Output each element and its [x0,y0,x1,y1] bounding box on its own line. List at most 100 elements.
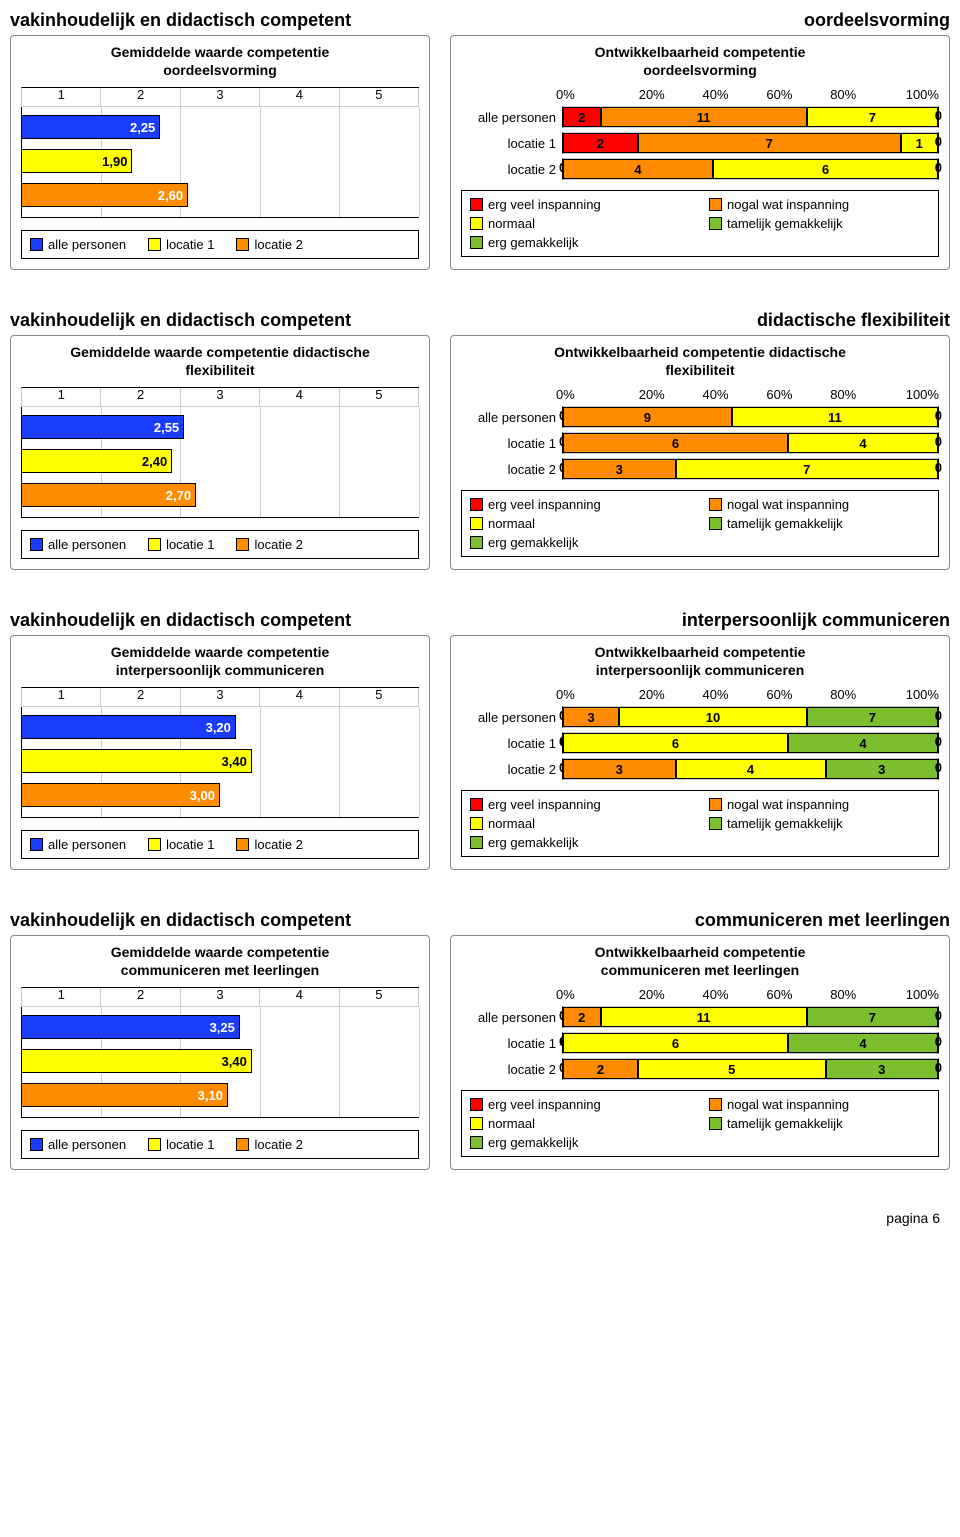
chart-section: vakinhoudelijk en didactisch competentdi… [10,310,950,570]
bar-segment: 4 [563,159,713,179]
segment-value: 7 [766,136,773,151]
legend-swatch-icon [148,1138,161,1151]
x-axis: 12345 [21,87,419,106]
axis-tick: 100% [875,387,939,402]
developability-chart: Ontwikkelbaarheid competentie interperso… [450,635,950,870]
axis-tick: 2 [137,387,144,402]
legend-label: tamelijk gemakkelijk [727,1116,843,1131]
legend-item: locatie 2 [236,837,302,852]
segment-value: 2 [578,1010,585,1025]
legend-label: locatie 2 [254,237,302,252]
axis-tick: 60% [747,987,811,1002]
legend-label: tamelijk gemakkelijk [727,516,843,531]
segment-value: 4 [634,162,641,177]
legend-swatch-icon [709,517,722,530]
legend-label: normaal [488,516,535,531]
stacked-bar-track: 03430 [562,758,939,780]
legend-item: alle personen [30,1137,126,1152]
legend-item: nogal wat inspanning [709,497,930,512]
segment-value: 6 [822,162,829,177]
chart-section: vakinhoudelijk en didactisch competentco… [10,910,950,1170]
mean-value-chart: Gemiddelde waarde competentie oordeelsvo… [10,35,430,270]
bar-segment: 3 [563,759,676,779]
legend-label: tamelijk gemakkelijk [727,816,843,831]
legend-item: locatie 2 [236,237,302,252]
axis-tick: 20% [620,987,684,1002]
segment-value: 1 [916,136,923,151]
stacked-bar-row: locatie 100640 [461,1030,939,1056]
axis-tick: 3 [216,687,223,702]
chart-legend: erg veel inspanningnogal wat inspanningn… [461,790,939,857]
axis-tick: 40% [684,87,748,102]
legend-label: erg veel inspanning [488,797,601,812]
axis-tick: 0% [556,87,620,102]
legend-swatch-icon [148,538,161,551]
stacked-bar-row: locatie 203430 [461,756,939,782]
bar-segment: 7 [807,107,938,127]
bar-area: 2,251,902,60 [21,106,419,218]
legend-label: alle personen [48,537,126,552]
row-label: locatie 1 [461,136,562,151]
stacked-bar-row: alle personen021170 [461,1004,939,1030]
legend-item: locatie 2 [236,1137,302,1152]
legend-swatch-icon [236,538,249,551]
legend-label: locatie 2 [254,1137,302,1152]
bar-value-label: 3,40 [222,754,247,769]
chart-title: Gemiddelde waarde competentie oordeelsvo… [21,44,419,79]
developability-chart: Ontwikkelbaarheid competentie didactisch… [450,335,950,570]
value-bar: 2,60 [21,183,188,207]
bar-segment: 11 [601,1007,807,1027]
chart-section: vakinhoudelijk en didactisch competentoo… [10,10,950,270]
stacked-bar-row: alle personen031070 [461,704,939,730]
bar-segment: 1 [901,133,939,153]
legend-item: tamelijk gemakkelijk [709,816,930,831]
segment-value: 7 [869,710,876,725]
segment-value: 4 [859,736,866,751]
legend-item: locatie 2 [236,537,302,552]
bar-segment: 7 [807,707,938,727]
stacked-bar-track: 021170 [562,1006,939,1028]
legend-label: locatie 2 [254,837,302,852]
bar-segment: 4 [788,433,938,453]
bar-value-label: 2,60 [158,188,183,203]
legend-item: locatie 1 [148,237,214,252]
legend-swatch-icon [470,798,483,811]
legend-item: nogal wat inspanning [709,1097,930,1112]
developability-chart: Ontwikkelbaarheid competentie communicer… [450,935,950,1170]
value-bar: 3,10 [21,1083,228,1107]
value-bar: 3,40 [21,749,252,773]
bar-segment: 3 [826,759,939,779]
chart-title: Ontwikkelbaarheid competentie oordeelsvo… [461,44,939,79]
bar-value-label: 3,10 [198,1088,223,1103]
legend-swatch-icon [236,238,249,251]
stacked-bar-track: 00640 [562,1032,939,1054]
segment-value: 0 [935,708,942,723]
row-label: alle personen [461,110,562,125]
stacked-bar-track: 031070 [562,706,939,728]
section-right-header: didactische flexibiliteit [757,310,950,331]
legend-label: locatie 1 [166,537,214,552]
legend-label: nogal wat inspanning [727,1097,849,1112]
bar-segment: 5 [638,1059,826,1079]
legend-swatch-icon [470,1117,483,1130]
legend-item: erg gemakkelijk [470,235,691,250]
legend-swatch-icon [709,1098,722,1111]
segment-value: 0 [935,134,942,149]
bar-value-label: 3,40 [222,1054,247,1069]
legend-swatch-icon [470,517,483,530]
axis-tick: 80% [811,987,875,1002]
legend-swatch-icon [470,536,483,549]
segment-value: 11 [697,1010,711,1025]
bar-segment: 7 [807,1007,938,1027]
legend-label: locatie 1 [166,837,214,852]
legend-swatch-icon [470,1136,483,1149]
axis-tick: 1 [58,687,65,702]
stacked-bar-track: 0370 [562,458,939,480]
legend-item: alle personen [30,537,126,552]
segment-value: 7 [869,110,876,125]
axis-tick: 0% [556,387,620,402]
axis-tick: 5 [375,87,382,102]
legend-swatch-icon [30,838,43,851]
value-bar: 1,90 [21,149,132,173]
axis-tick: 40% [684,387,748,402]
